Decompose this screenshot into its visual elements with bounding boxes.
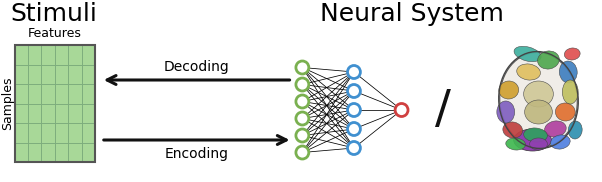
- Bar: [68, 143, 82, 162]
- Bar: [55, 45, 68, 64]
- Bar: [42, 143, 55, 162]
- Ellipse shape: [514, 46, 541, 62]
- Text: Samples: Samples: [1, 77, 14, 130]
- Bar: [42, 84, 55, 104]
- Circle shape: [347, 122, 361, 136]
- Circle shape: [395, 104, 408, 116]
- Circle shape: [296, 129, 309, 142]
- Ellipse shape: [559, 61, 577, 83]
- Bar: [42, 104, 55, 123]
- Bar: [28, 45, 42, 64]
- Circle shape: [296, 61, 309, 74]
- Bar: [14, 143, 28, 162]
- Ellipse shape: [499, 81, 519, 99]
- Circle shape: [347, 104, 361, 116]
- Ellipse shape: [538, 51, 559, 69]
- Circle shape: [296, 112, 309, 125]
- Ellipse shape: [514, 129, 551, 151]
- Bar: [82, 123, 95, 143]
- Circle shape: [347, 66, 361, 78]
- Bar: [68, 123, 82, 143]
- Ellipse shape: [564, 48, 580, 60]
- Ellipse shape: [524, 128, 547, 142]
- Bar: [82, 45, 95, 64]
- Text: /: /: [435, 88, 451, 132]
- Bar: [14, 45, 95, 162]
- Ellipse shape: [506, 138, 526, 150]
- Bar: [82, 64, 95, 84]
- Circle shape: [296, 146, 309, 159]
- Bar: [14, 123, 28, 143]
- Bar: [68, 84, 82, 104]
- Circle shape: [296, 78, 309, 91]
- Ellipse shape: [503, 122, 523, 138]
- Bar: [28, 123, 42, 143]
- Text: Stimuli: Stimuli: [11, 2, 98, 26]
- Bar: [42, 45, 55, 64]
- Text: Features: Features: [28, 27, 82, 40]
- Ellipse shape: [562, 80, 578, 104]
- Bar: [28, 64, 42, 84]
- Ellipse shape: [530, 138, 547, 150]
- Ellipse shape: [556, 103, 575, 121]
- Bar: [68, 45, 82, 64]
- Bar: [55, 143, 68, 162]
- Bar: [14, 45, 28, 64]
- Ellipse shape: [524, 81, 553, 107]
- Bar: [82, 143, 95, 162]
- Circle shape: [296, 95, 309, 108]
- Bar: [14, 84, 28, 104]
- Bar: [42, 123, 55, 143]
- Bar: [68, 104, 82, 123]
- Bar: [55, 123, 68, 143]
- Text: Neural System: Neural System: [320, 2, 503, 26]
- Text: Encoding: Encoding: [165, 147, 229, 161]
- Bar: [55, 84, 68, 104]
- Ellipse shape: [500, 53, 577, 147]
- Ellipse shape: [497, 101, 515, 123]
- Bar: [55, 64, 68, 84]
- Bar: [28, 143, 42, 162]
- Bar: [82, 84, 95, 104]
- Ellipse shape: [517, 64, 541, 80]
- Ellipse shape: [568, 121, 582, 139]
- Bar: [28, 84, 42, 104]
- Bar: [14, 104, 28, 123]
- Bar: [14, 64, 28, 84]
- Bar: [55, 104, 68, 123]
- Text: Decoding: Decoding: [164, 60, 229, 74]
- Ellipse shape: [545, 121, 566, 137]
- Bar: [28, 104, 42, 123]
- Circle shape: [347, 141, 361, 155]
- Bar: [68, 64, 82, 84]
- Bar: [42, 64, 55, 84]
- Bar: [82, 104, 95, 123]
- Circle shape: [347, 84, 361, 98]
- Ellipse shape: [524, 100, 553, 124]
- Ellipse shape: [550, 135, 570, 149]
